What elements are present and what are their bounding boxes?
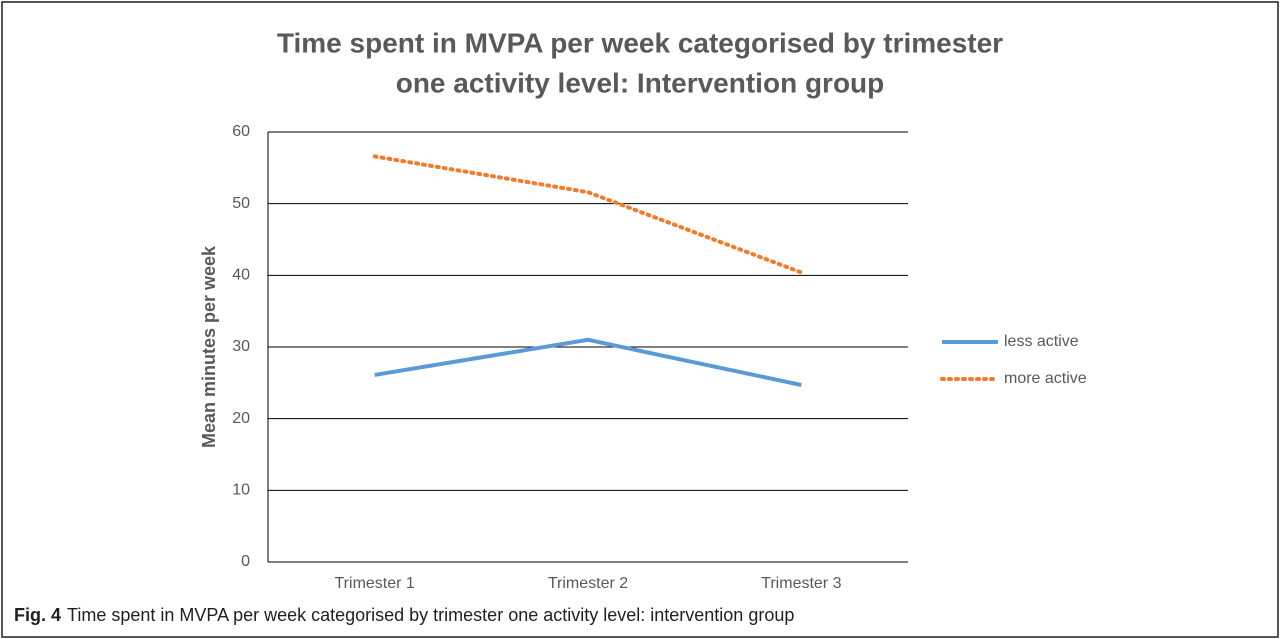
y-tick-label: 0 bbox=[241, 553, 250, 570]
y-tick-label: 10 bbox=[232, 482, 250, 499]
chart-title: one activity level: Intervention group bbox=[396, 67, 885, 98]
line-series bbox=[372, 154, 804, 275]
caption: Fig. 4 Time spent in MVPA per week catego… bbox=[14, 605, 794, 625]
legend-label: less active bbox=[1004, 333, 1079, 350]
y-tick-label: 50 bbox=[232, 195, 250, 212]
legend-label: more active bbox=[1004, 370, 1087, 387]
caption-text: Time spent in MVPA per week categorised … bbox=[67, 605, 794, 625]
x-tick-label: Trimester 1 bbox=[335, 575, 415, 592]
y-tick-label: 20 bbox=[232, 410, 250, 427]
y-axis-label: Mean minutes per week bbox=[199, 245, 219, 448]
y-tick-label: 60 bbox=[232, 123, 250, 140]
chart-title: Time spent in MVPA per week categorised … bbox=[277, 27, 1003, 58]
x-tick-label: Trimester 3 bbox=[761, 575, 841, 592]
y-tick-label: 40 bbox=[232, 267, 250, 284]
y-tick-label: 30 bbox=[232, 338, 250, 355]
caption-label: Fig. 4 bbox=[14, 605, 61, 625]
x-tick-label: Trimester 2 bbox=[548, 575, 628, 592]
line-series bbox=[374, 337, 802, 387]
